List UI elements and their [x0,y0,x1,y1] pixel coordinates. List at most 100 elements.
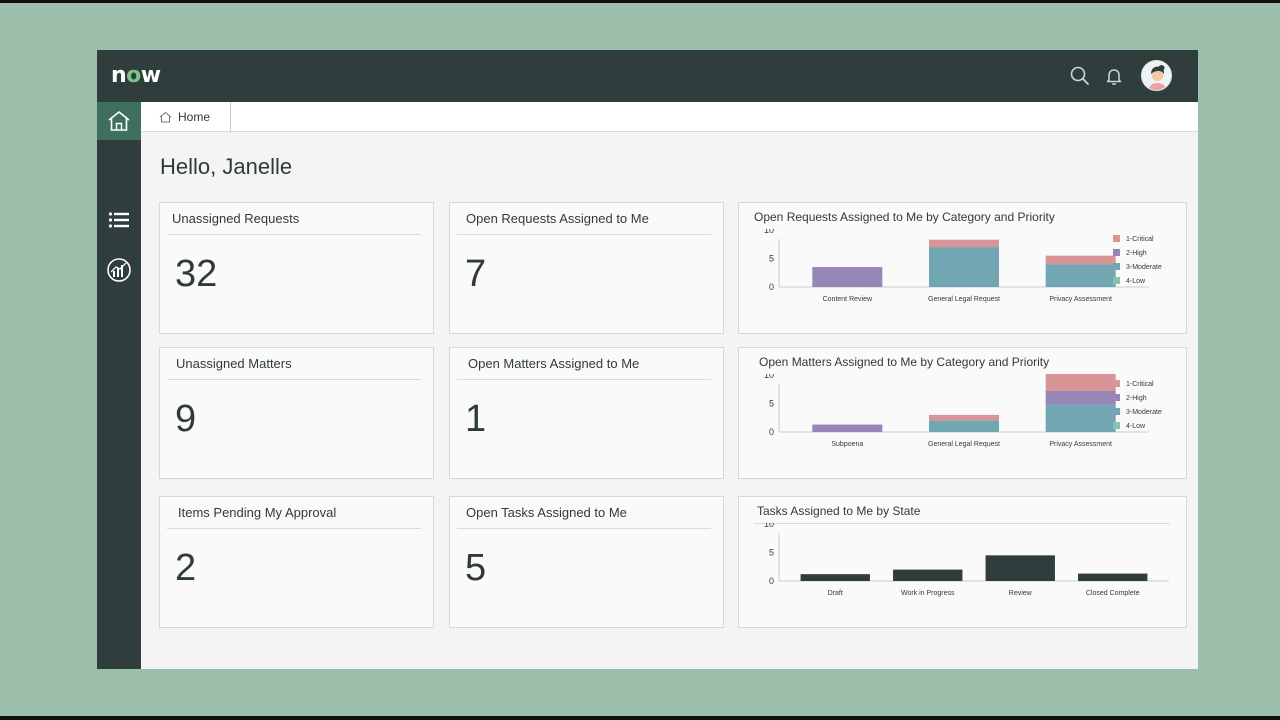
top-frame [0,0,1280,3]
card-title: Open Requests Assigned to Me [466,211,649,226]
card-divider [457,379,711,380]
bar-segment [1045,255,1116,265]
legend-swatch [1113,408,1120,415]
tab-home-label: Home [178,110,211,124]
legend-swatch [1113,394,1120,401]
app-window: now Home [97,50,1198,669]
card-divider [457,234,711,235]
chart-title: Open Matters Assigned to Me by Category … [759,355,1050,369]
y-tick-label: 10 [764,229,774,235]
x-tick-label: Draft [828,590,843,597]
chart-title: Open Requests Assigned to Me by Category… [754,210,1055,224]
card-divider [167,528,421,529]
y-tick-label: 0 [769,576,774,586]
legend-label: 2-High [1126,250,1147,257]
legend-label: 2-High [1126,395,1147,402]
x-tick-label: General Legal Request [928,296,1000,303]
greeting: Hello, Janelle [160,154,293,179]
card-divider [457,528,711,529]
legend-swatch [1113,422,1120,429]
legend-label: 1-Critical [1126,236,1154,243]
y-tick-label: 5 [769,399,774,409]
y-tick-label: 10 [764,523,774,529]
bar-segment [985,555,1055,581]
card-value: 1 [465,398,487,440]
matters-chart: 0 5 10 Subpoena General Legal Request Privacy… [764,374,1162,448]
y-tick-label: 0 [769,427,774,437]
y-tick-label: 5 [769,254,774,264]
legend-swatch [1113,277,1120,284]
card-items-pending-approval[interactable]: Items Pending My Approval 2 [159,496,434,628]
legend-label: 4-Low [1126,278,1146,285]
chart-card-tasks[interactable]: Tasks Assigned to Me by State 0 5 10 Draft W… [738,496,1187,628]
legend-label: 4-Low [1126,423,1146,430]
avatar[interactable] [1141,60,1172,91]
legend-swatch [1113,263,1120,270]
x-tick-label: Content Review [823,296,873,303]
bell-icon[interactable] [1103,65,1125,87]
card-unassigned-matters[interactable]: Unassigned Matters 9 [159,347,434,479]
search-icon[interactable] [1069,65,1091,87]
card-title: Unassigned Requests [172,211,300,226]
bar-segment [929,414,999,421]
tab-bar: Home [141,102,1198,132]
bar-segment [929,239,999,248]
legend-swatch [1113,249,1120,256]
card-open-tasks-assigned[interactable]: Open Tasks Assigned to Me 5 [449,496,724,628]
bar-segment [893,569,963,581]
bar-segment [1045,264,1116,287]
x-tick-label: Work in Progress [901,590,955,597]
x-tick-label: Privacy Assessment [1049,441,1112,448]
x-tick-label: General Legal Request [928,441,1000,448]
bar-segment [800,574,870,581]
y-tick-label: 5 [769,548,774,558]
header: now [97,50,1198,102]
y-tick-label: 0 [769,282,774,292]
card-open-matters-assigned[interactable]: Open Matters Assigned to Me 1 [449,347,724,479]
card-value: 7 [465,253,487,295]
card-title: Open Tasks Assigned to Me [466,505,627,520]
bar-segment [929,420,999,432]
x-tick-label: Subpoena [831,441,863,448]
x-tick-label: Privacy Assessment [1049,296,1112,303]
legend-label: 3-Moderate [1126,264,1162,271]
chart-card-matters[interactable]: Open Matters Assigned to Me by Category … [738,347,1187,479]
sidebar-list-button[interactable] [97,201,141,239]
bar-segment [1045,390,1116,405]
card-open-requests-assigned[interactable]: Open Requests Assigned to Me 7 [449,202,724,334]
bar-segment [812,267,883,287]
legend-swatch [1113,235,1120,242]
list-icon [108,212,129,228]
chart-title: Tasks Assigned to Me by State [757,504,921,518]
tab-home[interactable]: Home [141,102,231,132]
legend-label: 3-Moderate [1126,409,1162,416]
card-divider [167,379,421,380]
bottom-frame [0,716,1280,720]
analytics-icon [107,258,131,282]
bar-segment [1045,374,1116,391]
x-tick-label: Closed Complete [1086,590,1140,597]
card-title: Open Matters Assigned to Me [468,356,640,371]
card-divider [167,234,421,235]
sidebar-home-button[interactable] [97,102,141,140]
chart-card-requests[interactable]: Open Requests Assigned to Me by Category… [738,202,1187,334]
x-tick-label: Review [1009,590,1033,597]
card-value: 5 [465,547,487,589]
y-tick-label: 10 [764,374,774,380]
card-title: Unassigned Matters [176,356,292,371]
bar-segment [929,247,999,287]
legend-swatch [1113,380,1120,387]
card-value: 32 [175,253,218,295]
now-logo[interactable]: now [111,63,161,88]
card-value: 9 [175,398,197,440]
home-small-icon [159,111,172,123]
sidebar [97,102,141,669]
bar-segment [812,424,883,432]
requests-chart: 0 5 10 Content Review General Legal Request P… [764,229,1162,303]
sidebar-analytics-button[interactable] [97,251,141,289]
card-unassigned-requests[interactable]: Unassigned Requests 32 [159,202,434,334]
home-icon [108,111,130,131]
chart-divider [754,523,1170,524]
card-value: 2 [175,547,197,589]
legend-label: 1-Critical [1126,381,1154,388]
